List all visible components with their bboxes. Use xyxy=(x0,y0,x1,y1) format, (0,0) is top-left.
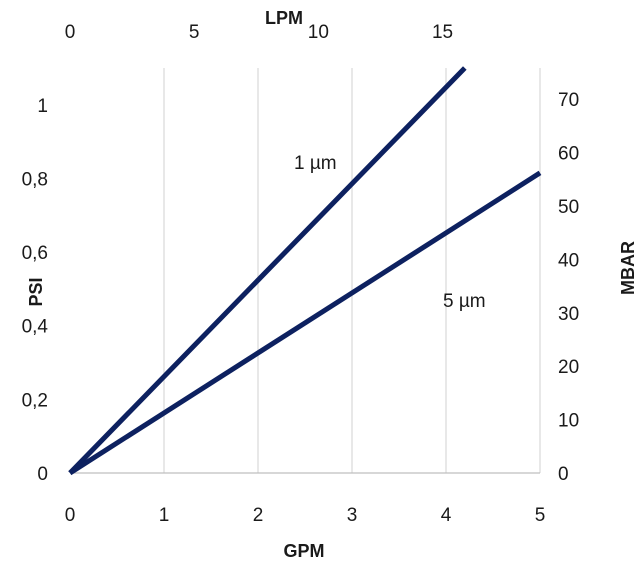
x2-tick-label: 10 xyxy=(308,22,329,43)
x2-tick-label: 0 xyxy=(65,22,76,43)
x-tick-label: 3 xyxy=(347,505,358,526)
series-lines xyxy=(68,66,542,476)
x2-axis-title: LPM xyxy=(265,8,303,28)
x-tick-label: 0 xyxy=(65,505,76,526)
y-tick-label: 0 xyxy=(37,464,48,485)
series-line-0 xyxy=(68,66,467,475)
y2-tick-label: 0 xyxy=(558,464,569,485)
y-tick-label: 0,6 xyxy=(22,243,48,264)
y2-axis-title: MBAR xyxy=(618,241,638,295)
y-axis-title: PSI xyxy=(26,277,46,306)
x-axis-ticks: 0 1 2 3 4 5 xyxy=(65,505,546,526)
x2-tick-label: 15 xyxy=(432,22,453,43)
x-tick-label: 4 xyxy=(441,505,452,526)
x2-tick-label: 5 xyxy=(189,22,200,43)
x-tick-label: 1 xyxy=(159,505,170,526)
y-tick-label: 0,8 xyxy=(22,169,48,190)
series-label-5um: 5 µm xyxy=(443,291,486,312)
x-tick-label: 2 xyxy=(253,505,264,526)
x-axis-title: GPM xyxy=(283,541,324,561)
y2-tick-label: 30 xyxy=(558,304,579,325)
y2-tick-label: 10 xyxy=(558,411,579,432)
y2-tick-label: 20 xyxy=(558,357,579,378)
y2-axis-ticks: 0 10 20 30 40 50 60 70 xyxy=(558,90,579,485)
x2-axis-ticks: 0 5 10 15 xyxy=(65,22,453,43)
x-tick-label: 5 xyxy=(535,505,546,526)
y2-tick-label: 40 xyxy=(558,250,579,271)
y2-tick-label: 60 xyxy=(558,144,579,165)
y-axis-ticks: 0 0,2 0,4 0,6 0,8 1 xyxy=(22,96,49,485)
y-tick-label: 0,4 xyxy=(22,317,49,338)
series-line-1 xyxy=(68,170,542,476)
y-tick-label: 1 xyxy=(37,96,48,117)
y-tick-label: 0,2 xyxy=(22,390,48,411)
y2-tick-label: 50 xyxy=(558,197,579,218)
y2-tick-label: 70 xyxy=(558,90,579,111)
grid-lines xyxy=(70,68,541,474)
series-label-1um: 1 µm xyxy=(294,153,337,174)
